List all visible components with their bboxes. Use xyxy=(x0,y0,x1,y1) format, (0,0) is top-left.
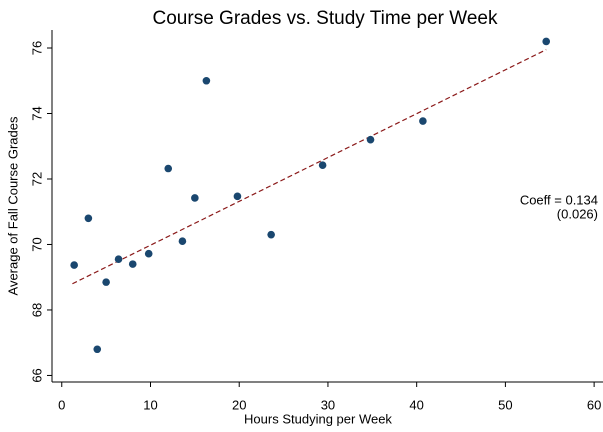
point xyxy=(366,135,375,144)
y-tick-label: 68 xyxy=(29,303,44,317)
chart-title: Course Grades vs. Study Time per Week xyxy=(153,8,498,29)
y-tick-label: 76 xyxy=(29,41,44,55)
x-tick-label: 40 xyxy=(409,397,423,412)
y-tick-label: 70 xyxy=(29,237,44,251)
annotation: Coeff = 0.134 xyxy=(520,192,598,207)
point xyxy=(164,164,173,173)
y-tick-label: 66 xyxy=(29,368,44,382)
point xyxy=(542,37,551,46)
point xyxy=(70,261,78,269)
x-tick-label: 60 xyxy=(587,397,601,412)
point xyxy=(233,192,242,201)
y-tick-label: 74 xyxy=(29,106,44,120)
point xyxy=(128,260,137,268)
point xyxy=(318,161,327,170)
fit-line xyxy=(72,49,547,285)
point xyxy=(202,76,211,85)
y-tick-label: 72 xyxy=(29,172,44,186)
x-tick-label: 10 xyxy=(143,397,157,412)
point xyxy=(178,237,187,245)
point xyxy=(102,278,110,286)
point xyxy=(114,255,123,264)
annotation: (0.026) xyxy=(557,206,598,221)
point xyxy=(84,214,93,223)
x-tick-label: 50 xyxy=(498,397,512,412)
y-axis-label: Average of Fall Course Grades xyxy=(5,116,20,295)
x-tick-label: 20 xyxy=(232,397,246,412)
point xyxy=(93,345,102,354)
point xyxy=(191,194,199,202)
x-axis-label: Hours Studying per Week xyxy=(244,411,392,426)
point xyxy=(419,117,427,125)
point xyxy=(144,249,153,258)
x-tick-label: 30 xyxy=(321,397,335,412)
x-tick-label: 0 xyxy=(58,397,65,412)
point xyxy=(267,230,275,239)
